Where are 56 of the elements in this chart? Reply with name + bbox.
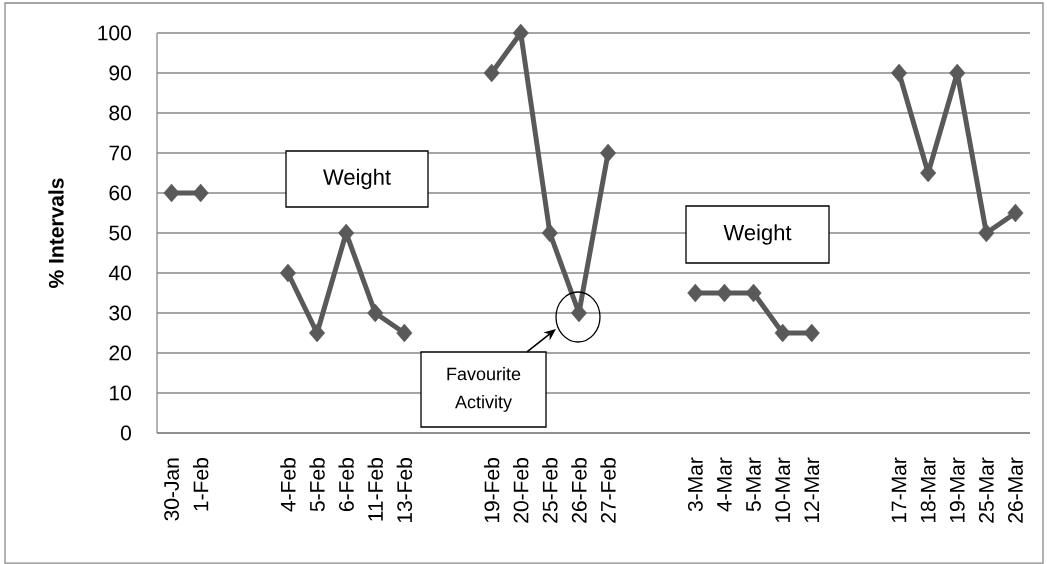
x-tick-label: 19-Feb: [483, 458, 500, 523]
y-tick-label: 80: [109, 105, 131, 121]
y-tick-label: 70: [109, 145, 131, 161]
x-tick-label: 11-Feb: [367, 458, 383, 521]
y-tick-label: 10: [110, 385, 131, 401]
annotation: Weight: [723, 224, 792, 245]
point: [541, 223, 558, 243]
point: [745, 283, 762, 303]
y-tick-label: 30: [109, 305, 131, 321]
point: [1007, 203, 1024, 223]
x-tick-label: 25-Mar: [978, 457, 994, 523]
point: [309, 323, 326, 343]
x-tick-label: 12-Mar: [804, 457, 820, 523]
point: [483, 63, 500, 83]
x-tick-label: 19-Mar: [949, 457, 965, 523]
y-tick-label: 100: [98, 25, 131, 41]
y-tick-label: 20: [109, 345, 131, 361]
point: [716, 283, 733, 303]
point: [512, 23, 529, 43]
point: [279, 263, 296, 283]
annotation: Favourite Activity: [447, 367, 521, 412]
annotation: Weight: [323, 168, 391, 190]
point: [803, 323, 820, 343]
x-tick-label: 6-Feb: [338, 458, 354, 511]
point: [774, 323, 791, 343]
x-tick-label: 3-Mar: [687, 457, 703, 512]
x-tick-label: 27-Feb: [600, 458, 616, 523]
point: [163, 183, 180, 203]
point: [600, 143, 617, 163]
point: [338, 223, 355, 243]
x-tick-label: 30-Jan: [164, 458, 179, 521]
y-tick-label: 0: [120, 425, 131, 441]
x-tick-label: 18-Mar: [920, 457, 936, 523]
point: [891, 63, 908, 83]
x-tick-label: 5-Mar: [746, 457, 761, 512]
y-tick-label: 60: [109, 185, 131, 201]
x-tick-label: 5-Feb: [309, 458, 325, 512]
y-tick-label: 50: [109, 225, 131, 241]
point: [687, 283, 704, 303]
x-tick-label: 26-Mar: [1008, 457, 1023, 523]
x-tick-label: 25-Feb: [542, 458, 558, 523]
point: [192, 183, 209, 203]
x-tick-label: 17-Mar: [891, 457, 907, 523]
y-axis-title: % Intervals: [48, 178, 64, 288]
point: [396, 323, 413, 343]
y-tick-label: 90: [109, 65, 131, 81]
x-tick-label: 4-Mar: [717, 457, 732, 512]
x-tick-label: 10-Mar: [775, 457, 791, 523]
x-tick-label: 1-Feb: [192, 458, 209, 511]
point: [978, 223, 995, 243]
point: [367, 303, 384, 323]
x-tick-label: 26-Feb: [571, 458, 587, 523]
x-tick-label: 13-Feb: [396, 458, 413, 523]
x-tick-label: 20-Feb: [513, 458, 529, 523]
y-tick-label: 40: [108, 265, 131, 281]
x-tick-label: 4-Feb: [280, 458, 296, 512]
